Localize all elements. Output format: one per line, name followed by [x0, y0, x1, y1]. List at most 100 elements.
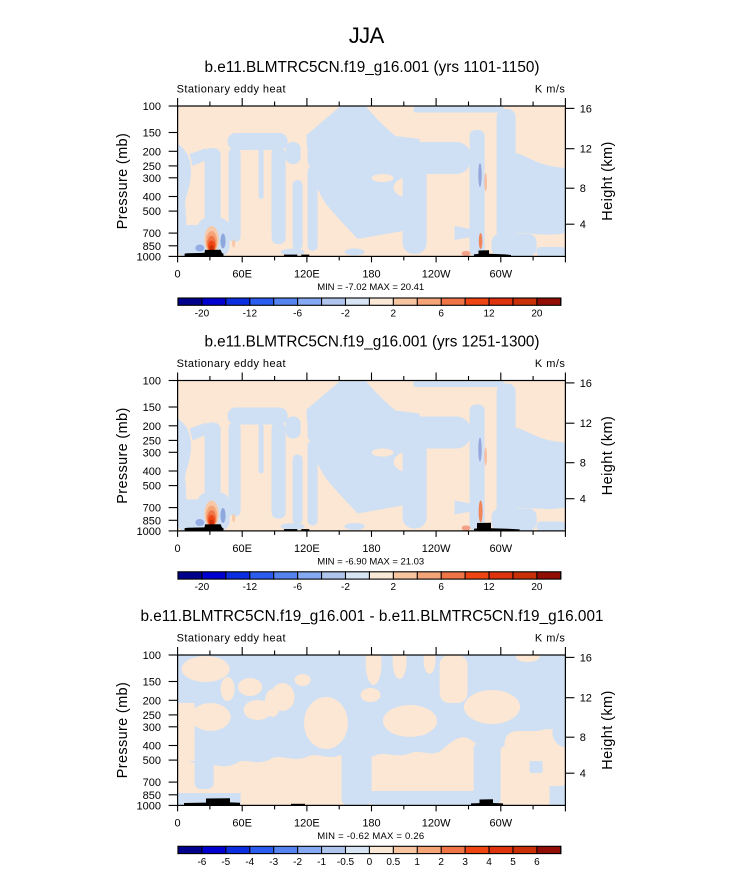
svg-text:120W: 120W	[422, 543, 451, 555]
svg-text:4: 4	[580, 494, 586, 506]
svg-text:2: 2	[438, 857, 444, 868]
svg-text:6: 6	[534, 857, 540, 868]
svg-text:MIN = -7.02 MAX = 20.41: MIN = -7.02 MAX = 20.41	[317, 282, 424, 293]
svg-text:700: 700	[143, 228, 161, 240]
svg-text:250: 250	[143, 710, 161, 722]
svg-text:K m/s: K m/s	[535, 358, 566, 370]
svg-text:K m/s: K m/s	[535, 83, 566, 95]
svg-text:300: 300	[143, 722, 161, 734]
svg-text:-20: -20	[195, 582, 210, 593]
svg-text:200: 200	[143, 695, 161, 707]
svg-text:100: 100	[143, 101, 161, 113]
svg-text:2: 2	[391, 308, 397, 319]
svg-text:12: 12	[580, 144, 592, 156]
svg-text:Pressure (mb): Pressure (mb)	[115, 408, 131, 504]
svg-text:60W: 60W	[489, 543, 512, 555]
svg-text:MIN = -6.90 MAX = 21.03: MIN = -6.90 MAX = 21.03	[317, 556, 424, 567]
svg-text:0: 0	[367, 857, 373, 868]
svg-text:60E: 60E	[232, 269, 252, 281]
svg-text:1000: 1000	[137, 800, 161, 812]
svg-text:0: 0	[175, 543, 181, 555]
svg-text:500: 500	[143, 755, 161, 767]
svg-text:4: 4	[580, 768, 586, 780]
svg-text:700: 700	[143, 777, 161, 789]
svg-text:150: 150	[143, 677, 161, 689]
svg-text:150: 150	[143, 402, 161, 414]
svg-text:100: 100	[143, 376, 161, 388]
svg-text:8: 8	[580, 183, 586, 195]
svg-text:-2: -2	[293, 857, 302, 868]
svg-text:180: 180	[362, 818, 380, 830]
svg-text:-3: -3	[269, 857, 278, 868]
svg-text:850: 850	[143, 241, 161, 253]
svg-text:120W: 120W	[422, 818, 451, 830]
svg-text:16: 16	[580, 652, 592, 664]
svg-text:-5: -5	[221, 857, 230, 868]
svg-text:Height (km): Height (km)	[600, 142, 616, 221]
svg-text:0.5: 0.5	[386, 857, 400, 868]
svg-text:Height (km): Height (km)	[600, 416, 616, 495]
svg-text:-6: -6	[293, 308, 302, 319]
svg-text:1000: 1000	[137, 251, 161, 263]
svg-text:60W: 60W	[489, 818, 512, 830]
svg-text:120E: 120E	[294, 543, 320, 555]
svg-text:MIN = -0.62 MAX = 0.26: MIN = -0.62 MAX = 0.26	[317, 831, 424, 842]
svg-text:JJA: JJA	[349, 23, 385, 48]
svg-text:5: 5	[510, 857, 516, 868]
svg-text:500: 500	[143, 481, 161, 493]
svg-text:250: 250	[143, 161, 161, 173]
svg-text:-1: -1	[317, 857, 326, 868]
svg-text:16: 16	[580, 103, 592, 115]
svg-text:60E: 60E	[232, 818, 252, 830]
svg-text:Pressure (mb): Pressure (mb)	[115, 682, 131, 778]
svg-text:400: 400	[143, 741, 161, 753]
svg-text:120W: 120W	[422, 269, 451, 281]
svg-text:200: 200	[143, 146, 161, 158]
svg-text:-20: -20	[195, 308, 210, 319]
svg-text:Pressure (mb): Pressure (mb)	[115, 133, 131, 229]
svg-text:1000: 1000	[137, 526, 161, 538]
svg-text:4: 4	[486, 857, 492, 868]
svg-text:Stationary eddy heat: Stationary eddy heat	[177, 83, 286, 95]
svg-text:300: 300	[143, 447, 161, 459]
svg-text:100: 100	[143, 650, 161, 662]
svg-text:60W: 60W	[489, 269, 512, 281]
svg-text:400: 400	[143, 466, 161, 478]
svg-text:16: 16	[580, 378, 592, 390]
svg-text:-4: -4	[245, 857, 254, 868]
svg-text:20: 20	[531, 582, 543, 593]
svg-text:300: 300	[143, 173, 161, 185]
svg-text:-2: -2	[341, 582, 350, 593]
svg-text:400: 400	[143, 192, 161, 204]
svg-text:b.e11.BLMTRC5CN.f19_g16.001 -: b.e11.BLMTRC5CN.f19_g16.001 - b.e11.BLMT…	[141, 608, 604, 625]
svg-text:-6: -6	[197, 857, 206, 868]
svg-text:-12: -12	[243, 308, 258, 319]
svg-text:Stationary eddy heat: Stationary eddy heat	[177, 358, 286, 370]
svg-text:850: 850	[143, 790, 161, 802]
svg-text:500: 500	[143, 206, 161, 218]
svg-text:2: 2	[391, 582, 397, 593]
svg-text:-0.5: -0.5	[337, 857, 355, 868]
svg-text:200: 200	[143, 421, 161, 433]
svg-text:850: 850	[143, 515, 161, 527]
svg-text:3: 3	[462, 857, 468, 868]
svg-text:b.e11.BLMTRC5CN.f19_g16.001 (y: b.e11.BLMTRC5CN.f19_g16.001 (yrs 1251-13…	[205, 334, 540, 351]
svg-text:6: 6	[438, 582, 444, 593]
svg-text:-6: -6	[293, 582, 302, 593]
svg-text:b.e11.BLMTRC5CN.f19_g16.001 (y: b.e11.BLMTRC5CN.f19_g16.001 (yrs 1101-11…	[205, 59, 540, 76]
svg-text:4: 4	[580, 219, 586, 231]
svg-text:180: 180	[362, 543, 380, 555]
svg-text:6: 6	[438, 308, 444, 319]
svg-text:20: 20	[531, 308, 543, 319]
svg-text:Stationary eddy heat: Stationary eddy heat	[177, 632, 286, 644]
svg-text:0: 0	[175, 818, 181, 830]
svg-text:1: 1	[414, 857, 420, 868]
svg-text:12: 12	[580, 418, 592, 430]
svg-text:250: 250	[143, 435, 161, 447]
svg-text:8: 8	[580, 458, 586, 470]
svg-text:-12: -12	[243, 582, 258, 593]
svg-text:60E: 60E	[232, 543, 252, 555]
svg-text:180: 180	[362, 269, 380, 281]
svg-text:8: 8	[580, 732, 586, 744]
svg-text:12: 12	[580, 693, 592, 705]
